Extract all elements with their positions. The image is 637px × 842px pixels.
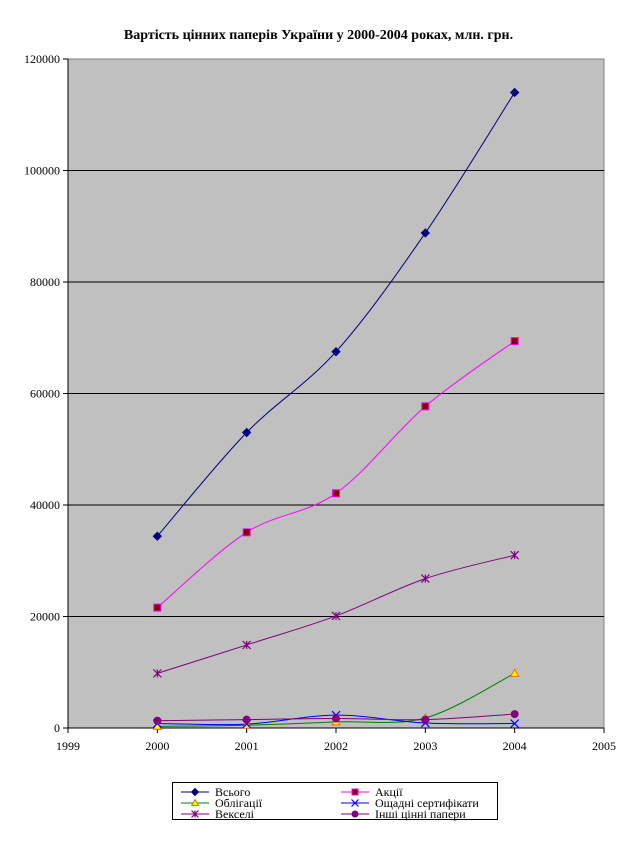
series-1-point	[241, 427, 252, 438]
y-tick-label: 100000	[24, 164, 60, 178]
x-tick-label: 2002	[324, 739, 348, 753]
legend-label: Облігації	[215, 796, 263, 810]
y-tick-label: 80000	[30, 275, 60, 289]
legend-label: Всього	[215, 785, 251, 799]
legend-swatch	[181, 798, 209, 806]
series-5-point	[152, 668, 162, 678]
legend-label: Ощадні сертифікати	[375, 796, 479, 810]
series-2-point	[510, 337, 519, 346]
legend-label: Інші цінні папери	[375, 807, 466, 821]
legend-marker	[351, 799, 359, 807]
legend-marker	[351, 810, 359, 818]
y-tick-label: 120000	[24, 52, 60, 66]
x-tick-label: 1999	[56, 739, 80, 753]
series-1-point	[331, 346, 341, 357]
series-6-point	[153, 716, 162, 725]
x-tick-label: 2000	[145, 739, 169, 753]
legend: Всього Акції Облігації Ощадні сертифікати Ве…	[172, 782, 498, 820]
x-tick-label: 2005	[592, 739, 616, 753]
legend-marker	[351, 788, 359, 796]
y-tick-label: 40000	[30, 498, 60, 512]
series-5-point	[420, 574, 430, 584]
y-tick-label: 20000	[30, 610, 60, 624]
x-tick-label: 2003	[413, 739, 437, 753]
legend-marker	[191, 810, 199, 818]
series-4-point	[510, 719, 520, 728]
series-6-point	[421, 715, 430, 724]
y-tick-label: 0	[54, 721, 60, 735]
legend-label: Акції	[375, 785, 403, 799]
series-1-point	[152, 531, 163, 541]
series-1-point	[420, 228, 431, 238]
series-6-point	[242, 715, 251, 724]
legend-swatch	[341, 788, 369, 796]
chart-title: Вартість цінних паперів України у 2000-2…	[123, 28, 514, 43]
series-2-point	[153, 603, 162, 612]
series-1-point	[509, 87, 520, 98]
series-2-point	[332, 489, 340, 498]
x-tick-label: 2004	[503, 739, 527, 753]
legend-swatch	[181, 810, 209, 818]
series-markers	[152, 87, 520, 730]
series-2-point	[242, 528, 251, 537]
legend-label: Векселі	[215, 807, 254, 821]
legend-swatch	[341, 810, 369, 818]
legend-marker	[190, 787, 200, 797]
series-6-point	[510, 710, 519, 719]
axes: 0 20000 40000 60000 80000 100000 120000 1999 200…	[24, 52, 616, 753]
series-5-point	[331, 611, 341, 621]
legend-marker	[190, 798, 200, 806]
legend-swatch	[341, 799, 369, 807]
legend-swatch	[181, 787, 209, 797]
x-tick-label: 2001	[235, 739, 259, 753]
series-5-point	[242, 640, 252, 650]
y-tick-label: 60000	[30, 387, 60, 401]
series-2-point	[421, 402, 430, 411]
series-6-point	[332, 714, 340, 723]
series-5-point	[510, 550, 520, 560]
series-3-point	[509, 668, 520, 677]
